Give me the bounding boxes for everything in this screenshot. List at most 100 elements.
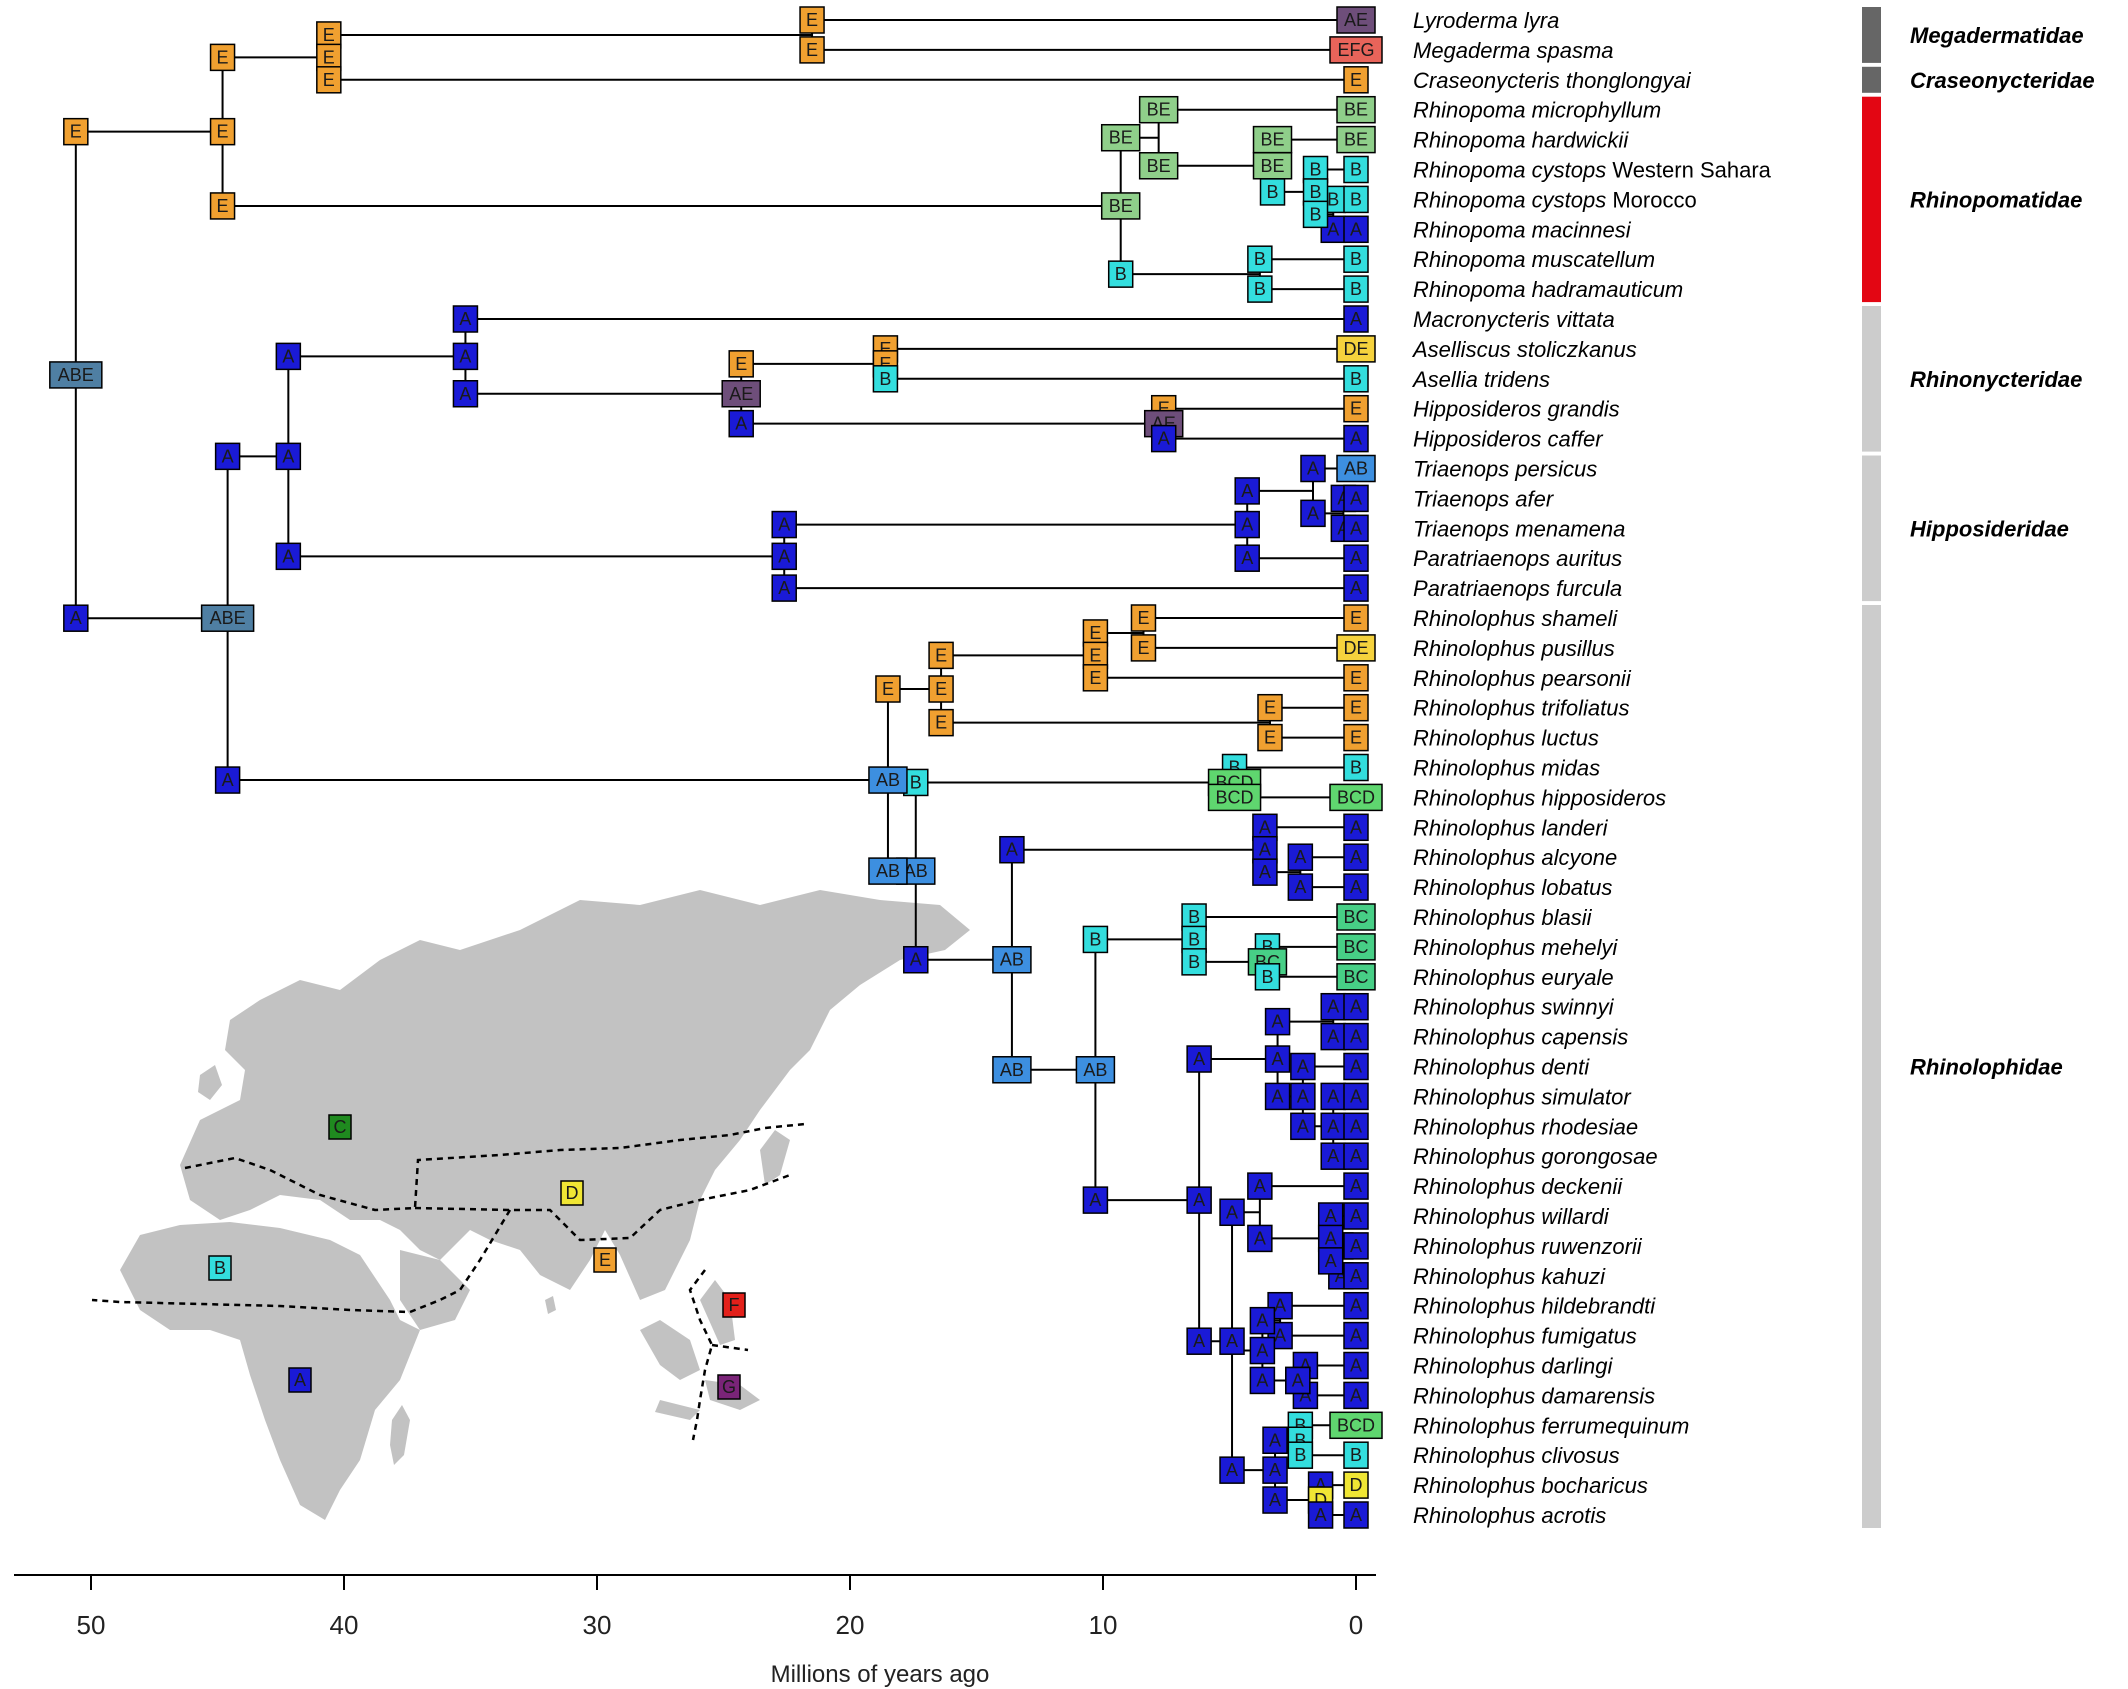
area-box-label: A [1193, 1049, 1205, 1069]
taxon-species: Rhinolophus lobatus [1413, 875, 1612, 900]
taxon-species: Triaenops persicus [1413, 457, 1597, 482]
area-box-label: A [459, 309, 471, 329]
taxon-species: Rhinolophus damarensis [1413, 1383, 1655, 1408]
area-box-label: A [459, 384, 471, 404]
area-box-label: BC [1343, 967, 1368, 987]
family-name: Hipposideridae [1910, 516, 2069, 541]
taxon-name: Rhinopoma hadramauticum [1413, 277, 1683, 302]
tip-area-box-a: A [1343, 813, 1369, 842]
area-box-label: A [1350, 309, 1362, 329]
node-area-box-e: E [1082, 641, 1109, 670]
area-box-label: A [1259, 862, 1271, 882]
upper-branch-area-box-a: A [1252, 813, 1278, 842]
area-box-fill [1343, 1112, 1369, 1141]
area-box-fill [1186, 1327, 1212, 1355]
tip-area-box-a: A [1343, 1291, 1369, 1320]
area-box-fill [1343, 574, 1369, 602]
taxon-row: B Rhinopoma cystops Western Sahara [1343, 155, 1772, 184]
lower-branch-area-box-a: A [1262, 1486, 1288, 1514]
area-box-label: A [1327, 1146, 1339, 1166]
area-box-fill [452, 342, 479, 371]
upper-branch-area-box-e: E [928, 641, 954, 670]
area-box-fill [1336, 6, 1376, 34]
lower-branch-area-box-a: A [63, 604, 89, 632]
tip-area-box-b: B [1343, 753, 1369, 782]
taxon-species: Rhinolophus hildebrandti [1413, 1294, 1656, 1319]
area-box-fill [1343, 664, 1369, 692]
taxon-name: Rhinolophus darlingi [1413, 1354, 1613, 1379]
lower-branch-area-box-a: A [1186, 1327, 1212, 1355]
node-states-11: A A A [275, 342, 302, 571]
taxon-species: Rhinopoma hadramauticum [1413, 277, 1683, 302]
node-states-1: E E E [209, 43, 236, 220]
node-states-18: AA [1300, 454, 1326, 528]
area-box-label: E [1350, 70, 1362, 90]
taxon-name: Lyroderma lyra [1413, 8, 1559, 33]
area-box-fill [1343, 1142, 1369, 1170]
tip-area-box-be: BE [1336, 125, 1376, 154]
lower-branch-area-box-a: A [1234, 544, 1260, 572]
area-box-fill [1329, 36, 1383, 64]
area-box-fill [903, 768, 929, 797]
taxon-row: A Macronycteris vittata [1343, 305, 1615, 333]
node-states-23: EE [1130, 604, 1157, 662]
area-box-fill [209, 192, 236, 220]
lower-branch-area-box-b: B [1107, 260, 1134, 288]
taxon-row: A Triaenops menamena [1343, 514, 1625, 543]
area-box-label: AB [1000, 950, 1024, 970]
taxon-row: A Rhinolophus lobatus [1343, 873, 1612, 901]
area-box-label: A [1272, 1049, 1284, 1069]
area-box-fill [1219, 1456, 1245, 1484]
upper-branch-area-box-e: E [728, 350, 754, 378]
sri-lanka-landmass [545, 1296, 556, 1314]
area-box-label: A [1350, 817, 1362, 837]
area-box-label: A [1254, 1228, 1266, 1248]
area-box-label: E [735, 354, 747, 374]
taxon-row: A Rhinolophus damarensis [1343, 1381, 1655, 1410]
upper-branch-area-box-a: A [1186, 1045, 1212, 1073]
taxon-name: Rhinolophus damarensis [1413, 1383, 1655, 1408]
area-box-label: BE [1344, 100, 1368, 120]
area-box-label: A [1193, 1190, 1205, 1210]
node-states-4: BE BE B [1100, 123, 1141, 288]
family-bar [1862, 96, 1881, 303]
area-box-fill [1336, 963, 1376, 991]
area-box-fill [1343, 1501, 1369, 1529]
area-box-fill [868, 857, 908, 885]
area-box-label: B [1188, 929, 1200, 949]
taxon-species: Lyroderma lyra [1413, 8, 1559, 33]
area-box-fill [1343, 1202, 1369, 1230]
area-box-fill [1234, 510, 1260, 539]
area-box-fill [1343, 1022, 1369, 1051]
taxon-species: Paratriaenops furcula [1413, 576, 1622, 601]
taxon-species: Triaenops menamena [1413, 516, 1625, 541]
area-box-fill [209, 43, 236, 72]
area-box-label: E [1350, 728, 1362, 748]
taxon-name: Rhinolophus lobatus [1413, 875, 1612, 900]
area-box-fill [1257, 693, 1283, 722]
taxon-name: Rhinopoma cystops Morocco [1413, 187, 1697, 212]
map-region-label: D [566, 1183, 579, 1203]
area-box-label: A [1350, 1176, 1362, 1196]
node-area-box-a: A [1219, 1327, 1245, 1355]
area-box-label: A [1269, 1460, 1281, 1480]
area-box-fill [1186, 1186, 1212, 1214]
lower-branch-area-box-ab: AB [992, 1056, 1032, 1084]
area-box-label: B [1261, 967, 1273, 987]
taxon-row: A Rhinolophus darlingi [1343, 1351, 1613, 1380]
area-box-fill [928, 641, 954, 670]
lower-branch-area-box-a: A [1320, 1142, 1346, 1170]
area-box-label: A [1350, 1146, 1362, 1166]
area-box-fill [316, 66, 342, 94]
area-box-fill [1336, 125, 1376, 154]
area-box-fill [1329, 783, 1383, 812]
tip-area-box-a: A [1343, 1262, 1369, 1290]
map-region-marker [560, 1180, 584, 1206]
taxon-name: Rhinolophus euryale [1413, 965, 1614, 990]
area-box-label: B [1254, 249, 1266, 269]
tip-area-box-b: B [1343, 1441, 1369, 1469]
area-box-fill [721, 380, 761, 408]
tip-area-box-a: A [1343, 992, 1369, 1021]
area-box-fill [1249, 1366, 1276, 1395]
